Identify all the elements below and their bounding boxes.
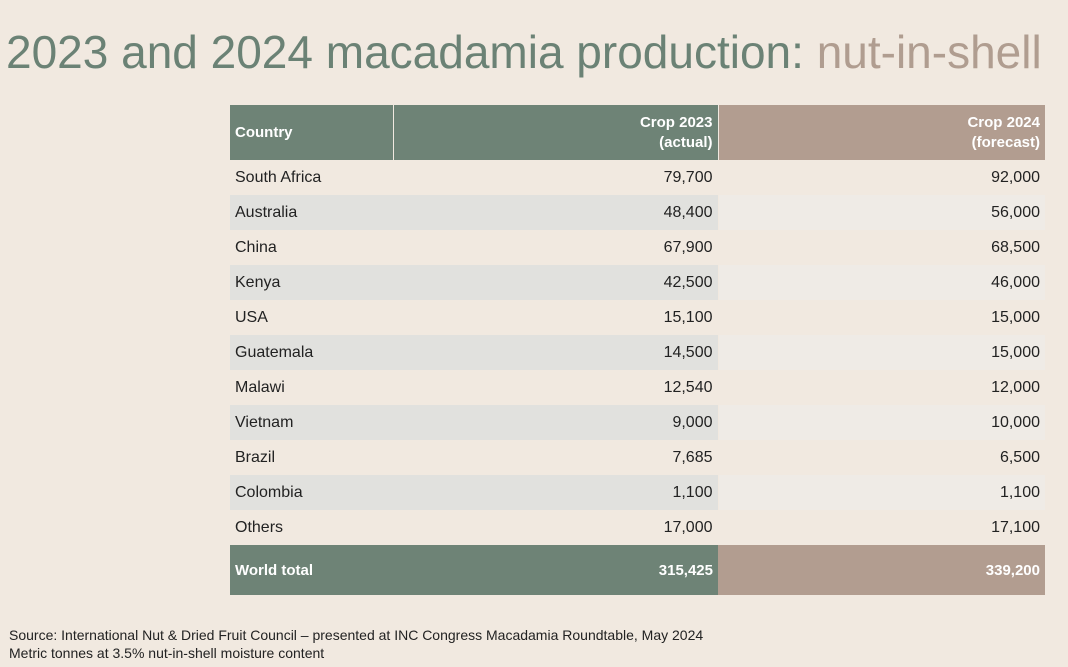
header-country: Country <box>230 105 394 160</box>
cell-crop-2023: 48,400 <box>393 195 719 230</box>
total-crop-2024: 339,200 <box>718 545 1045 595</box>
table-row: Kenya 42,500 46,000 <box>230 265 1045 300</box>
total-crop-2023: 315,425 <box>393 545 718 595</box>
table-row: Colombia 1,100 1,100 <box>230 475 1045 510</box>
cell-crop-2024: 12,000 <box>718 370 1045 405</box>
total-row: World total 315,425 339,200 <box>230 545 1045 595</box>
header-crop-2024-line2: (forecast) <box>971 133 1040 151</box>
cell-crop-2024: 10,000 <box>718 405 1045 440</box>
source-note: Source: International Nut & Dried Fruit … <box>9 626 703 662</box>
cell-country: Others <box>230 510 393 545</box>
table-row: Guatemala 14,500 15,000 <box>230 335 1045 370</box>
table-row: Australia 48,400 56,000 <box>230 195 1045 230</box>
cell-crop-2024: 17,100 <box>718 510 1045 545</box>
cell-country: Kenya <box>230 265 393 300</box>
table-row: Brazil 7,685 6,500 <box>230 440 1045 475</box>
title-main: 2023 and 2024 macadamia production: <box>6 26 817 78</box>
cell-crop-2023: 1,100 <box>393 475 719 510</box>
cell-crop-2024: 1,100 <box>718 475 1045 510</box>
cell-country: Colombia <box>230 475 393 510</box>
cell-crop-2024: 46,000 <box>718 265 1045 300</box>
table-header-row: Country Crop 2023 (actual) Crop 2024 (fo… <box>230 105 1045 160</box>
table-row: China 67,900 68,500 <box>230 230 1045 265</box>
cell-country: South Africa <box>230 160 393 195</box>
production-table: Country Crop 2023 (actual) Crop 2024 (fo… <box>230 105 1045 595</box>
cell-country: China <box>230 230 393 265</box>
header-crop-2023: Crop 2023 (actual) <box>393 105 719 160</box>
cell-country: Vietnam <box>230 405 393 440</box>
cell-crop-2023: 9,000 <box>393 405 719 440</box>
header-crop-2024-line1: Crop 2024 <box>967 113 1040 131</box>
header-crop-2024: Crop 2024 (forecast) <box>718 105 1045 160</box>
title-accent: nut-in-shell <box>816 26 1042 78</box>
header-crop-2023-line2: (actual) <box>659 133 713 151</box>
total-label: World total <box>230 545 393 595</box>
table-row: Vietnam 9,000 10,000 <box>230 405 1045 440</box>
table-row: South Africa 79,700 92,000 <box>230 160 1045 195</box>
source-text: Source: International Nut & Dried Fruit … <box>9 627 704 643</box>
cell-crop-2023: 15,100 <box>393 300 719 335</box>
cell-country: Malawi <box>230 370 393 405</box>
cell-crop-2024: 56,000 <box>718 195 1045 230</box>
cell-crop-2024: 92,000 <box>718 160 1045 195</box>
cell-country: Guatemala <box>230 335 393 370</box>
unit-note: Metric tonnes at 3.5% nut-in-shell moist… <box>9 645 325 661</box>
cell-country: Australia <box>230 195 393 230</box>
cell-crop-2024: 68,500 <box>718 230 1045 265</box>
cell-country: Brazil <box>230 440 393 475</box>
cell-crop-2024: 6,500 <box>718 440 1045 475</box>
cell-crop-2023: 67,900 <box>393 230 719 265</box>
page-title: 2023 and 2024 macadamia production: nut-… <box>6 24 1042 80</box>
header-crop-2023-line1: Crop 2023 <box>639 113 713 131</box>
cell-crop-2023: 42,500 <box>393 265 719 300</box>
table-row: Malawi 12,540 12,000 <box>230 370 1045 405</box>
cell-crop-2023: 12,540 <box>393 370 719 405</box>
cell-crop-2023: 17,000 <box>393 510 719 545</box>
cell-country: USA <box>230 300 393 335</box>
cell-crop-2023: 79,700 <box>393 160 719 195</box>
cell-crop-2024: 15,000 <box>718 335 1045 370</box>
table-row: USA 15,100 15,000 <box>230 300 1045 335</box>
cell-crop-2023: 14,500 <box>393 335 719 370</box>
cell-crop-2023: 7,685 <box>393 440 719 475</box>
cell-crop-2024: 15,000 <box>718 300 1045 335</box>
table-row: Others 17,000 17,100 <box>230 510 1045 545</box>
